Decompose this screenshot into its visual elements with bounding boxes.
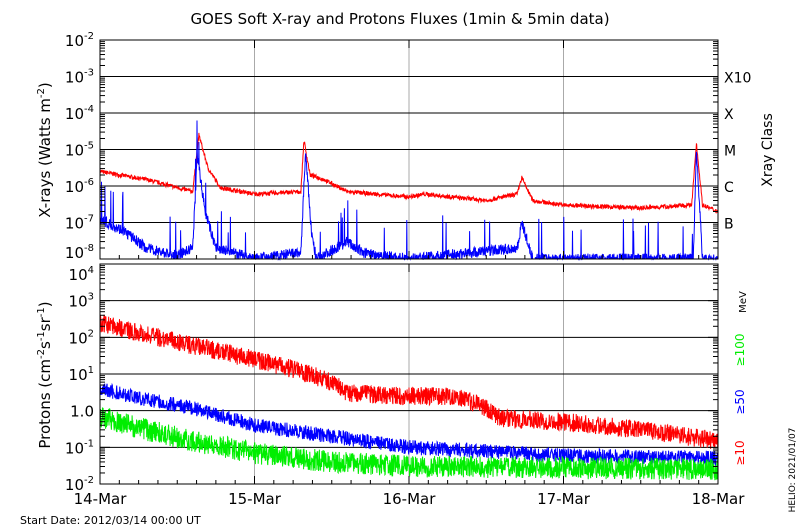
series-line-2 <box>99 407 719 481</box>
y-tick-label: 102 <box>69 328 94 347</box>
y-tick-label: 10-2 <box>65 31 94 50</box>
xray-y-label: X-rays (Watts m-2) <box>36 82 54 217</box>
legend-ge100: ≥100 <box>733 334 747 367</box>
y-tick-label: 10-6 <box>65 177 94 196</box>
y-tick-label: 10-1 <box>65 438 94 457</box>
series-line-0 <box>99 132 719 214</box>
y-tick-label: 10-5 <box>65 141 94 160</box>
units-label: MeV <box>738 291 749 313</box>
y-tick-label: 104 <box>69 265 94 284</box>
start-date: Start Date: 2012/03/14 00:00 UT <box>20 514 201 527</box>
chart-title: GOES Soft X-ray and Protons Fluxes (1min… <box>190 10 609 28</box>
y-tick-label: 10-4 <box>65 104 94 123</box>
x-tick-label: 16-Mar <box>383 490 437 508</box>
x-tick-label: 15-Mar <box>228 490 282 508</box>
y-tick-label: 10-3 <box>65 68 94 87</box>
legend-ge50: ≥50 <box>733 389 747 414</box>
xray-class-label: C <box>724 180 734 196</box>
xray-class-label: M <box>724 144 736 160</box>
x-tick-label: 14-Mar <box>74 490 128 508</box>
y-tick-label: 101 <box>69 365 94 384</box>
y-tick-label: 1.0 <box>70 403 94 421</box>
xray-class-title: Xray Class <box>760 113 776 187</box>
x-tick-label: 17-Mar <box>537 490 591 508</box>
series-line-1 <box>99 382 719 466</box>
xray-class-label: X10 <box>724 71 751 87</box>
xray-class-label: B <box>724 217 734 233</box>
proton-y-label: Protons (cm-2s-1sr-1) <box>36 301 54 448</box>
credit: HELIO: 2021/01/07 <box>788 428 798 513</box>
series-line-0 <box>99 314 719 449</box>
y-tick-label: 10-2 <box>65 475 94 494</box>
y-tick-label: 103 <box>69 292 94 311</box>
legend-ge10: ≥10 <box>733 440 747 465</box>
x-tick-label: 18-Mar <box>692 490 746 508</box>
xray-class-label: X <box>724 107 734 123</box>
y-tick-label: 10-8 <box>65 243 94 262</box>
y-tick-label: 10-7 <box>65 214 94 233</box>
